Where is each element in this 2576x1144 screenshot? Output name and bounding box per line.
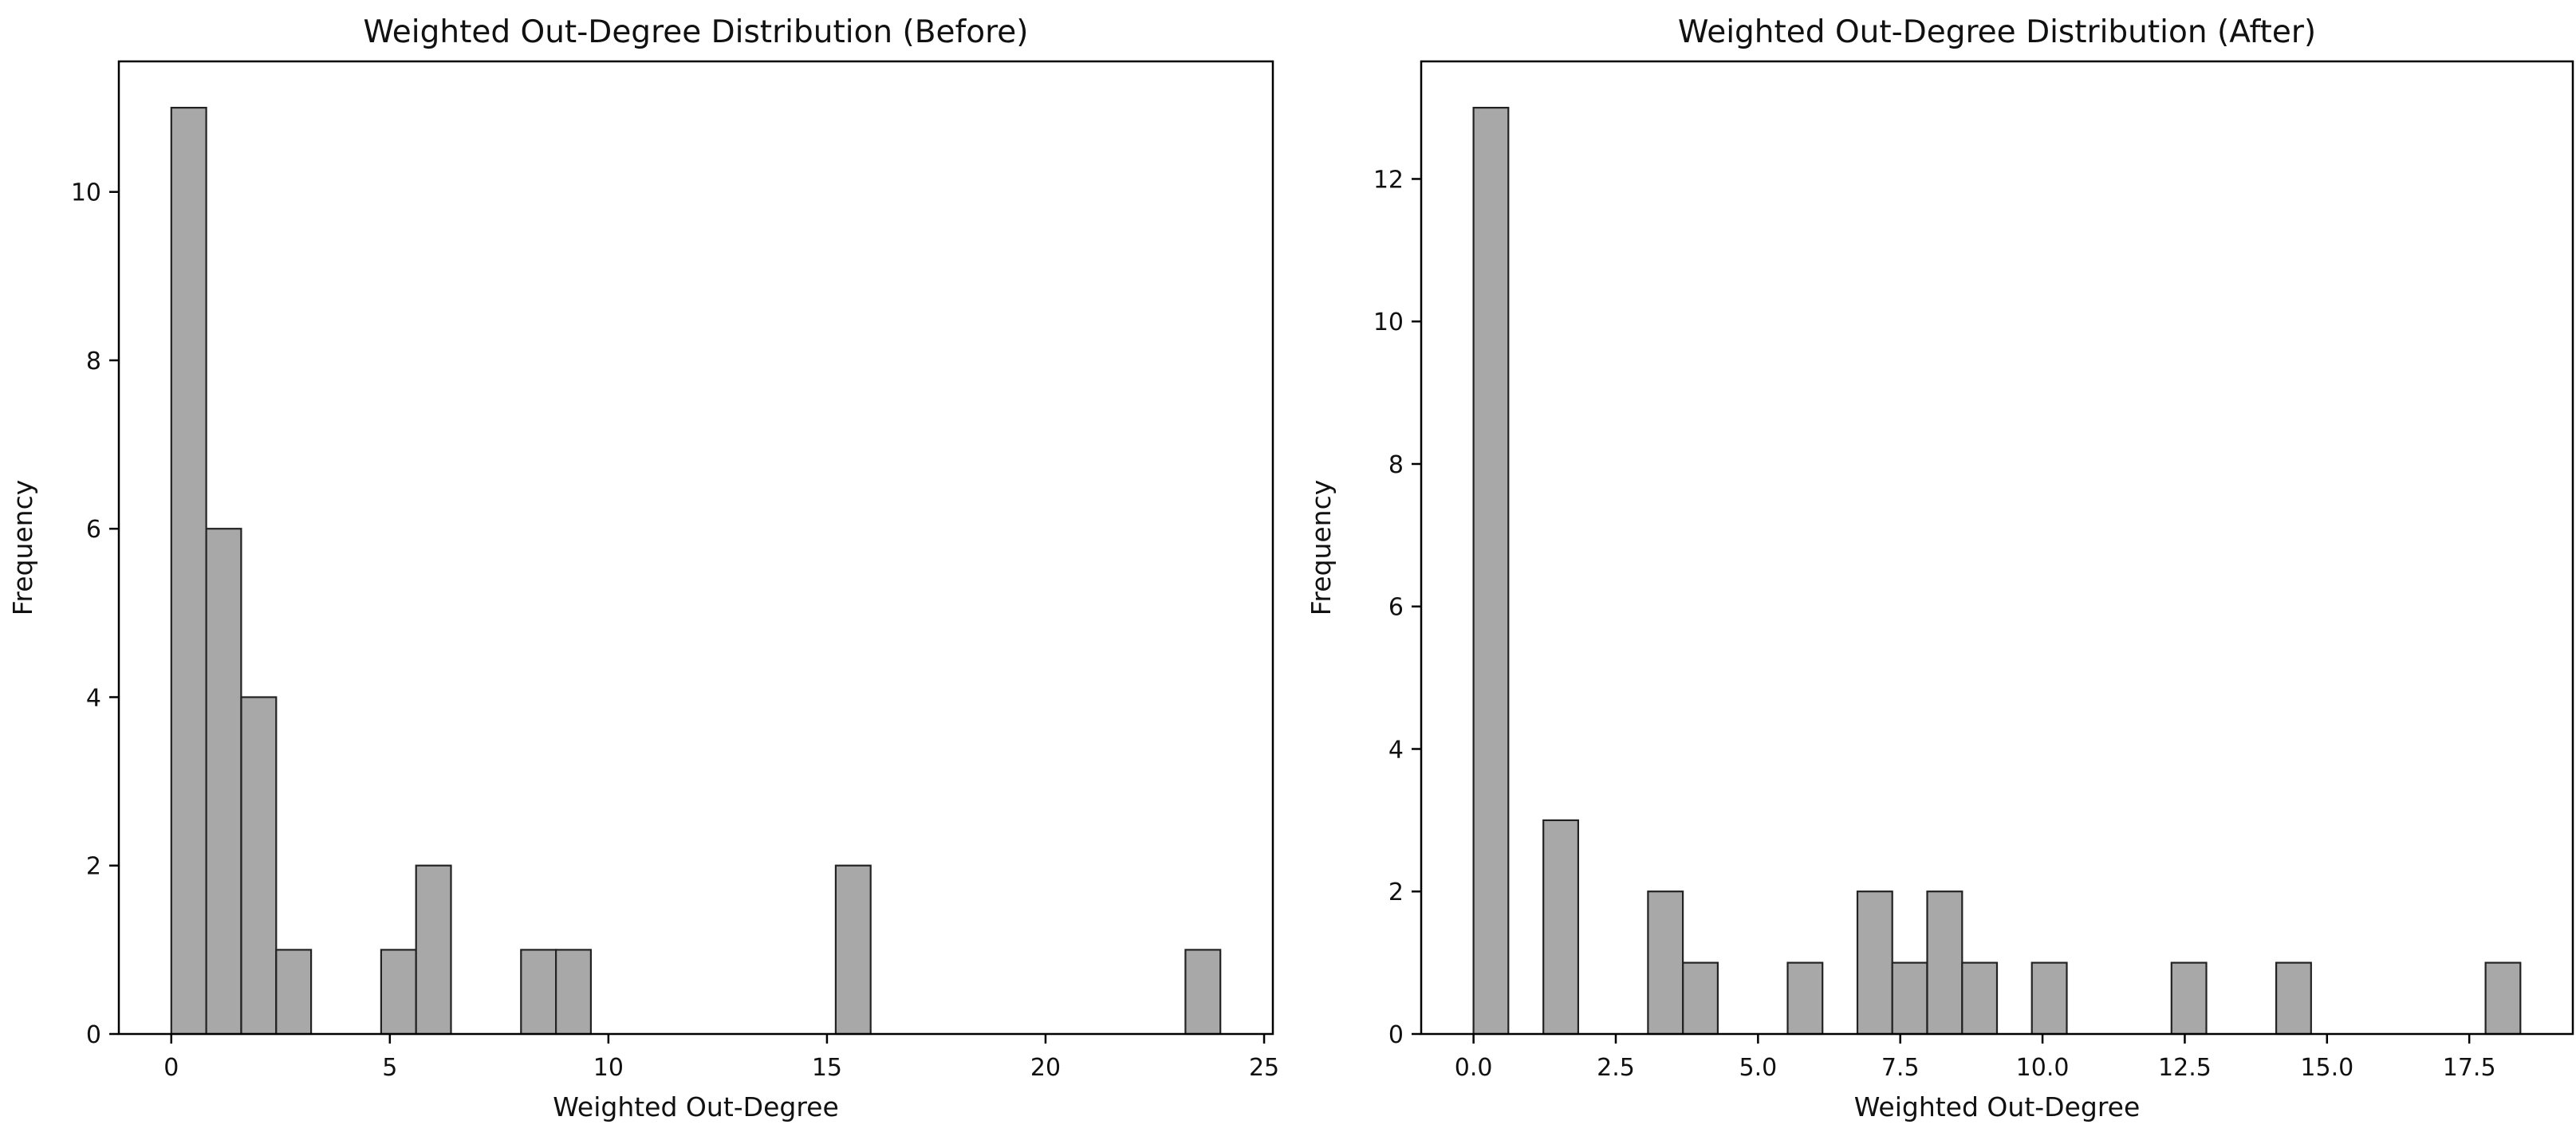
x-axis-label: Weighted Out-Degree [1854, 1091, 2141, 1122]
histogram-bar [2484, 961, 2522, 1036]
y-tick-label: 6 [1388, 594, 1404, 622]
x-axis-label: Weighted Out-Degree [553, 1091, 839, 1122]
x-tick-label: 10 [593, 1054, 624, 1082]
x-tick-label: 5 [382, 1054, 397, 1082]
y-tick-label: 10 [1373, 309, 1404, 336]
histogram-bar [1891, 961, 1928, 1036]
histogram-bar [275, 949, 313, 1036]
x-tick-label: 0 [163, 1054, 179, 1082]
histogram-bar [1786, 961, 1824, 1036]
histogram-before-chart: 0 5 10 15 20 25 0 2 4 6 8 10 Weighted Out-Degree Dis… [7, 14, 1279, 1122]
histogram-bar [2170, 961, 2208, 1036]
histogram-bar [1926, 890, 1964, 1036]
histogram-bar [1542, 819, 1580, 1036]
x-tick-label: 15 [812, 1054, 842, 1082]
histogram-bar [2275, 961, 2312, 1036]
y-tick-label: 8 [1388, 451, 1404, 479]
y-tick-label: 2 [86, 853, 101, 881]
y-tick-label: 2 [1388, 879, 1404, 906]
histogram-bar [205, 528, 242, 1036]
x-tick-label: 2.5 [1597, 1054, 1635, 1082]
x-tick-label: 15.0 [2300, 1054, 2353, 1082]
y-tick-label: 0 [1388, 1021, 1404, 1049]
histogram-bar [1647, 890, 1684, 1036]
plot-spines [1420, 60, 2574, 1036]
y-tick-label: 8 [86, 348, 101, 375]
histogram-bar [1472, 107, 1510, 1036]
histogram-bar [1856, 890, 1893, 1036]
x-tick-label: 0.0 [1455, 1054, 1493, 1082]
histogram-bar [2030, 961, 2068, 1036]
histogram-bar [834, 864, 872, 1036]
x-tick-label: 25 [1249, 1054, 1279, 1082]
histogram-bar [380, 949, 417, 1036]
histogram-bar [554, 949, 592, 1036]
y-tick-label: 4 [86, 684, 101, 712]
chart-title: Weighted Out-Degree Distribution (Before… [363, 14, 1028, 50]
y-axis-label: Frequency [7, 480, 38, 615]
y-tick-label: 4 [1388, 736, 1404, 764]
histogram-bar [170, 107, 207, 1036]
y-tick-label: 0 [86, 1021, 101, 1049]
histogram-after-chart: 0.0 2.5 5.0 7.5 10.0 12.5 15.0 17.5 0 2 4 6 8 10 12 Wei… [1306, 14, 2574, 1122]
histogram-bar [1682, 961, 1719, 1036]
histogram-bar [1961, 961, 1999, 1036]
x-tick-label: 12.5 [2158, 1054, 2212, 1082]
y-tick-label: 6 [86, 516, 101, 544]
chart-title: Weighted Out-Degree Distribution (After) [1678, 14, 2316, 50]
y-tick-label: 12 [1373, 166, 1404, 194]
histogram-bar [520, 949, 557, 1036]
y-tick-label: 10 [71, 179, 101, 207]
histogram-bar [415, 864, 452, 1036]
x-tick-label: 7.5 [1881, 1054, 1920, 1082]
chart-panel-after: 0.0 2.5 5.0 7.5 10.0 12.5 15.0 17.5 0 2 4 6 8 10 12 Wei… [1288, 0, 2576, 1144]
histogram-bar [240, 696, 278, 1036]
x-tick-label: 10.0 [2016, 1054, 2070, 1082]
histogram-bar [1184, 949, 1222, 1036]
x-tick-label: 5.0 [1739, 1054, 1777, 1082]
plot-spines [117, 60, 1274, 1036]
x-tick-label: 20 [1030, 1054, 1061, 1082]
chart-panel-before: 0 5 10 15 20 25 0 2 4 6 8 10 Weighted Out-Degree Dis… [7, 14, 1279, 1122]
x-tick-label: 17.5 [2443, 1054, 2496, 1082]
y-axis-label: Frequency [1306, 480, 1337, 615]
